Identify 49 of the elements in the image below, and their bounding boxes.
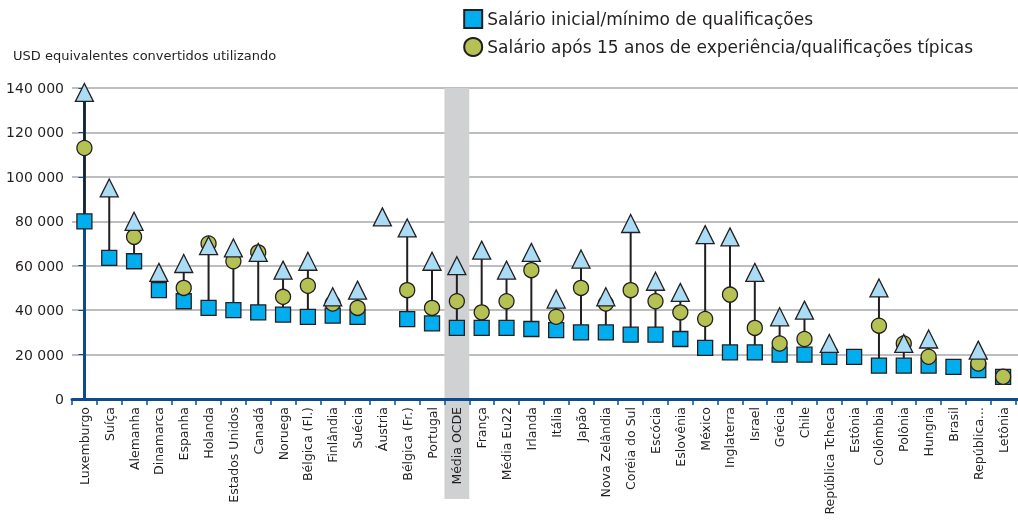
y-tick-label: 140 000 — [6, 80, 64, 96]
x-tick-label: Suécia — [350, 407, 366, 449]
x-tick-label: Noruega — [275, 407, 291, 461]
x-tick-label: República Tcheca — [821, 407, 837, 515]
x-tick-label: Dinamarca — [151, 407, 167, 475]
x-tick-label: Bélgica (Fl.) — [300, 407, 316, 482]
y-tick-label: 40 000 — [15, 302, 64, 319]
x-tick-label: Média Eu22 — [499, 407, 515, 481]
y-tick-label: 0 — [55, 391, 64, 407]
x-tick-label: México — [697, 407, 713, 451]
x-tick-label: Alemanha — [126, 407, 142, 471]
x-tick-label: Suíça — [101, 407, 117, 441]
x-tick-label: Israel — [747, 407, 763, 442]
y-tick-label: 120 000 — [6, 124, 64, 141]
x-tick-label: Bélgica (Fr.) — [399, 407, 415, 481]
x-tick-label: Espanha — [176, 407, 192, 461]
x-tick-label: Inglaterra — [722, 407, 738, 468]
x-tick-label: Eslovênia — [672, 407, 688, 467]
x-tick-label: Canadá — [250, 407, 266, 455]
x-tick-label: Áustria — [374, 407, 390, 452]
x-tick-label: Colômbia — [871, 407, 887, 466]
x-tick-label: Letônia — [995, 407, 1011, 454]
x-tick-label: Estônia — [846, 407, 862, 454]
x-tick-label: Nova Zelândia — [598, 407, 614, 498]
x-tick-label: República... — [970, 407, 986, 481]
x-tick-label: Hungria — [921, 407, 937, 457]
x-tick-label: Estados Unidos — [225, 407, 241, 503]
x-tick-label: Holanda — [201, 407, 217, 459]
y-tick-label: 80 000 — [15, 213, 64, 230]
x-tick-label: Chile — [796, 406, 812, 439]
x-tick-label: Grécia — [772, 407, 788, 448]
x-tick-label: Irlanda — [523, 407, 539, 451]
y-tick-label: 100 000 — [6, 168, 64, 185]
y-tick-label: 60 000 — [15, 257, 64, 274]
x-tick-label: Escócia — [647, 407, 663, 454]
x-tick-label: Japão — [573, 407, 589, 443]
x-tick-label: França — [474, 407, 490, 449]
legend-label: Salário inicial/mínimo de qualificações — [487, 9, 814, 29]
legend-label: Salário após 15 anos de experiência/qualificações típicas — [487, 37, 974, 57]
y-tick-label: 20 000 — [15, 346, 64, 363]
x-tick-label: Brasil — [945, 407, 961, 442]
x-tick-label: Itália — [548, 407, 564, 438]
y-axis-title: USD equivalentes convertidos utilizando — [13, 48, 277, 63]
x-tick-label: Média OCDE — [449, 406, 465, 485]
x-tick-label: Coréia do Sul — [623, 407, 639, 490]
x-tick-label: Portugal — [424, 407, 440, 459]
x-tick-label: Polônia — [896, 407, 912, 452]
x-tick-label: Luxemburgo — [76, 407, 92, 485]
x-tick-label: Finlândia — [325, 407, 341, 463]
